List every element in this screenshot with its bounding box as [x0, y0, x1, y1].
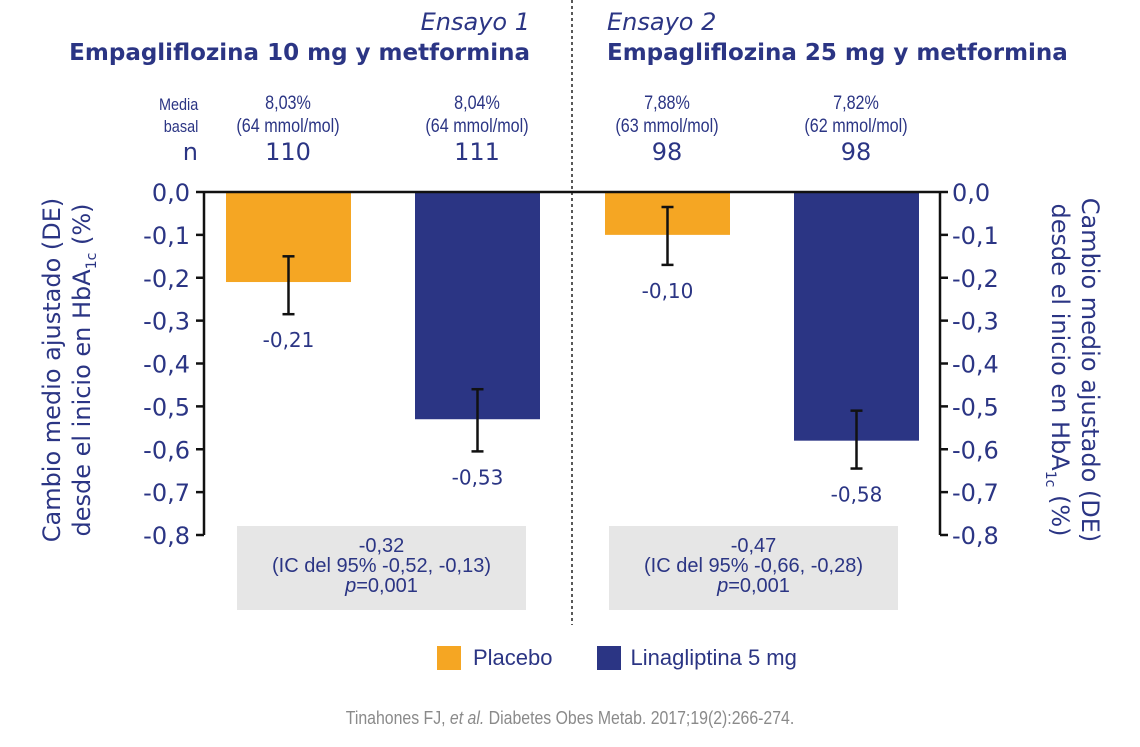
- baseline-label-line2: basal: [163, 117, 198, 136]
- y-tick-label-left: -0,6: [143, 436, 190, 464]
- y-tick-label-right: -0,5: [952, 393, 999, 421]
- y-tick-label-right: -0,4: [952, 351, 999, 379]
- y-tick-label-right: -0,2: [952, 265, 999, 293]
- p-prefix: p: [717, 575, 729, 597]
- citation-etal: et al.: [449, 708, 485, 728]
- n-row-label: n: [182, 138, 198, 166]
- y-tick-label-left: -0,1: [143, 222, 190, 250]
- y-tick-label-right: -0,7: [952, 479, 999, 507]
- baseline-row-label: Media basal: [159, 94, 198, 138]
- bar-trial1-linagliptina: [415, 192, 540, 420]
- p-value: =0,001: [356, 575, 418, 597]
- y-tick-label-left: -0,7: [143, 479, 190, 507]
- baseline-mmol: (63 mmol/mol): [615, 116, 719, 137]
- stats-p: p=0,001: [237, 576, 526, 596]
- y-tick-label-left: -0,5: [143, 393, 190, 421]
- data-label: -0,10: [642, 279, 694, 303]
- stats-difference: -0,47: [730, 535, 777, 557]
- n-value: 98: [840, 138, 872, 166]
- trial-2-label: Ensayo 2: [607, 8, 717, 36]
- p-prefix: p: [345, 575, 357, 597]
- stats-box-trial-1: -0,32 (IC del 95% -0,52, -0,13) p=0,001: [237, 526, 526, 610]
- y-tick-label-right: -0,8: [952, 522, 999, 550]
- bar-header-t2-placebo: 7,88% (63 mmol/mol) 98: [587, 92, 747, 166]
- baseline-mmol: (62 mmol/mol): [804, 116, 908, 137]
- legend-label-linagliptina: Linagliptina 5 mg: [630, 645, 797, 670]
- y-tick-label-left: -0,8: [143, 522, 190, 550]
- n-value: 110: [265, 138, 311, 166]
- baseline-pct: 7,88%: [644, 93, 690, 114]
- y-tick-label-right: -0,6: [952, 436, 999, 464]
- y-tick-label-right: -0,3: [952, 308, 999, 336]
- data-label: -0,53: [452, 465, 504, 489]
- legend-swatch-linagliptina: [596, 646, 621, 670]
- trial-1-title: Empagliflozina 10 mg y metformina: [69, 40, 530, 66]
- y-tick-label-left: -0,2: [143, 265, 190, 293]
- trial-1-label: Ensayo 1: [420, 8, 530, 36]
- legend-swatch-placebo: [437, 646, 461, 670]
- bar-header-t1-placebo: 8,03% (64 mmol/mol) 110: [208, 92, 368, 166]
- data-label: -0,58: [831, 483, 883, 507]
- baseline-pct: 8,04%: [454, 93, 500, 114]
- trial-2-title: Empagliflozina 25 mg y metformina: [607, 40, 1068, 66]
- y-tick-label-left: -0,4: [143, 351, 190, 379]
- stats-box-trial-2: -0,47 (IC del 95% -0,66, -0,28) p=0,001: [609, 526, 898, 610]
- stats-difference: -0,32: [358, 535, 405, 557]
- citation-source: Diabetes Obes Metab. 2017;19(2):266-274.: [484, 708, 795, 728]
- bar-header-t2-lina: 7,82% (62 mmol/mol) 98: [776, 92, 936, 166]
- citation: Tinahones FJ, et al. Diabetes Obes Metab…: [68, 708, 1071, 729]
- stats-ci: (IC del 95% -0,52, -0,13): [272, 555, 491, 577]
- baseline-mmol: (64 mmol/mol): [425, 116, 529, 137]
- p-value: =0,001: [728, 575, 790, 597]
- baseline-label-line1: Media: [158, 95, 198, 114]
- stats-ci: (IC del 95% -0,66, -0,28): [644, 555, 863, 577]
- baseline-pct: 7,82%: [833, 93, 879, 114]
- n-value: 111: [454, 138, 500, 166]
- data-label: -0,21: [263, 328, 315, 352]
- baseline-pct: 8,03%: [265, 93, 311, 114]
- y-tick-label-right: -0,1: [952, 222, 999, 250]
- y-tick-label-left: -0,3: [143, 308, 190, 336]
- legend-label-placebo: Placebo: [473, 645, 553, 670]
- citation-authors: Tinahones FJ,: [345, 708, 450, 728]
- legend: Placebo Linagliptina 5 mg: [437, 645, 797, 671]
- n-value: 98: [651, 138, 683, 166]
- bar-header-t1-lina: 8,04% (64 mmol/mol) 111: [397, 92, 557, 166]
- y-tick-label-left: 0,0: [152, 179, 190, 207]
- baseline-mmol: (64 mmol/mol): [236, 116, 340, 137]
- bar-trial2-linagliptina: [794, 192, 919, 441]
- stats-p: p=0,001: [609, 576, 898, 596]
- y-tick-label-right: 0,0: [952, 179, 990, 207]
